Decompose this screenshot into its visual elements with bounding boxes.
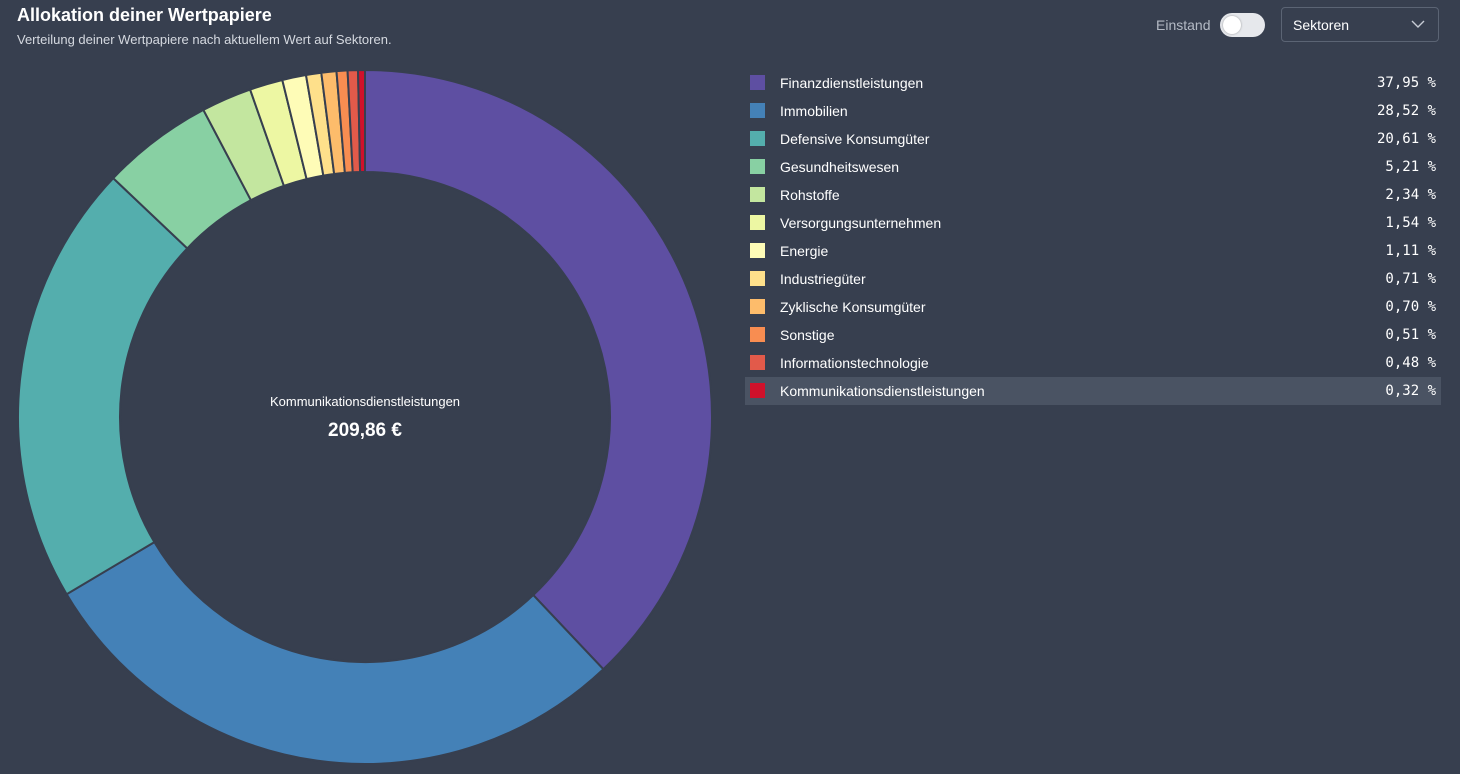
chevron-down-icon — [1411, 20, 1425, 28]
legend-item[interactable]: Energie 1,11 % — [745, 237, 1441, 265]
legend-percent: 0,71 % — [1385, 271, 1436, 287]
legend-item[interactable]: Rohstoffe 2,34 % — [745, 181, 1441, 209]
legend-item[interactable]: Informationstechnologie 0,48 % — [745, 349, 1441, 377]
legend-percent: 20,61 % — [1376, 131, 1436, 147]
legend-percent: 5,21 % — [1385, 159, 1436, 175]
donut-slice-12[interactable] — [357, 70, 366, 174]
legend-item[interactable]: Industriegüter 0,71 % — [745, 265, 1441, 293]
donut-center-label: Kommunikationsdienstleistungen — [269, 394, 461, 409]
legend-percent: 0,32 % — [1385, 383, 1436, 399]
legend-swatch — [750, 187, 765, 202]
legend-item[interactable]: Kommunikationsdienstleistungen 0,32 % — [745, 377, 1441, 405]
donut-center-value: 209,86 € — [328, 420, 402, 441]
legend-percent: 1,11 % — [1385, 243, 1436, 259]
legend-label: Finanzdienstleistungen — [780, 75, 924, 91]
donut-slice-2[interactable] — [65, 540, 605, 764]
legend-swatch — [750, 299, 765, 314]
donut-slice-1[interactable] — [364, 70, 712, 671]
legend-percent: 37,95 % — [1376, 75, 1436, 91]
legend-swatch — [750, 271, 765, 286]
legend-swatch — [750, 75, 765, 90]
legend-swatch — [750, 159, 765, 174]
legend-label: Gesundheitswesen — [780, 159, 900, 175]
legend-label: Informationstechnologie — [780, 355, 929, 371]
donut-slice-3[interactable] — [18, 176, 189, 596]
legend-label: Zyklische Konsumgüter — [780, 299, 926, 315]
legend-item[interactable]: Gesundheitswesen 5,21 % — [745, 153, 1441, 181]
legend-label: Sonstige — [780, 327, 835, 343]
einstand-label: Einstand — [1156, 17, 1211, 33]
page-subtitle: Verteilung deiner Wertpapiere nach aktue… — [17, 32, 392, 47]
legend-percent: 0,51 % — [1385, 327, 1436, 343]
legend-item[interactable]: Sonstige 0,51 % — [745, 321, 1441, 349]
legend-label: Industriegüter — [780, 271, 866, 287]
chart-legend: Finanzdienstleistungen 37,95 % Immobilien 2… — [745, 69, 1441, 405]
legend-percent: 1,54 % — [1385, 215, 1436, 231]
legend-label: Energie — [780, 243, 829, 259]
legend-label: Defensive Konsumgüter — [780, 131, 930, 147]
legend-percent: 0,70 % — [1385, 299, 1436, 315]
legend-swatch — [750, 215, 765, 230]
legend-item[interactable]: Defensive Konsumgüter 20,61 % — [745, 125, 1441, 153]
legend-swatch — [750, 131, 765, 146]
toggle-knob — [1223, 16, 1241, 34]
legend-swatch — [750, 327, 765, 342]
legend-item[interactable]: Zyklische Konsumgüter 0,70 % — [745, 293, 1441, 321]
legend-label: Rohstoffe — [780, 187, 840, 203]
legend-swatch — [750, 383, 765, 398]
grouping-select[interactable]: Sektoren — [1281, 7, 1439, 42]
grouping-select-value: Sektoren — [1293, 17, 1350, 33]
legend-label: Immobilien — [780, 103, 848, 119]
legend-label: Kommunikationsdienstleistungen — [780, 383, 985, 399]
allocation-donut-chart — [18, 70, 712, 764]
page-title: Allokation deiner Wertpapiere — [17, 5, 272, 25]
legend-swatch — [750, 243, 765, 258]
einstand-toggle[interactable] — [1220, 13, 1265, 37]
legend-item[interactable]: Immobilien 28,52 % — [745, 97, 1441, 125]
legend-swatch — [750, 355, 765, 370]
legend-percent: 28,52 % — [1376, 103, 1436, 119]
legend-percent: 0,48 % — [1385, 355, 1436, 371]
legend-label: Versorgungsunternehmen — [780, 215, 942, 231]
legend-swatch — [750, 103, 765, 118]
legend-item[interactable]: Finanzdienstleistungen 37,95 % — [745, 69, 1441, 97]
legend-item[interactable]: Versorgungsunternehmen 1,54 % — [745, 209, 1441, 237]
legend-percent: 2,34 % — [1385, 187, 1436, 203]
